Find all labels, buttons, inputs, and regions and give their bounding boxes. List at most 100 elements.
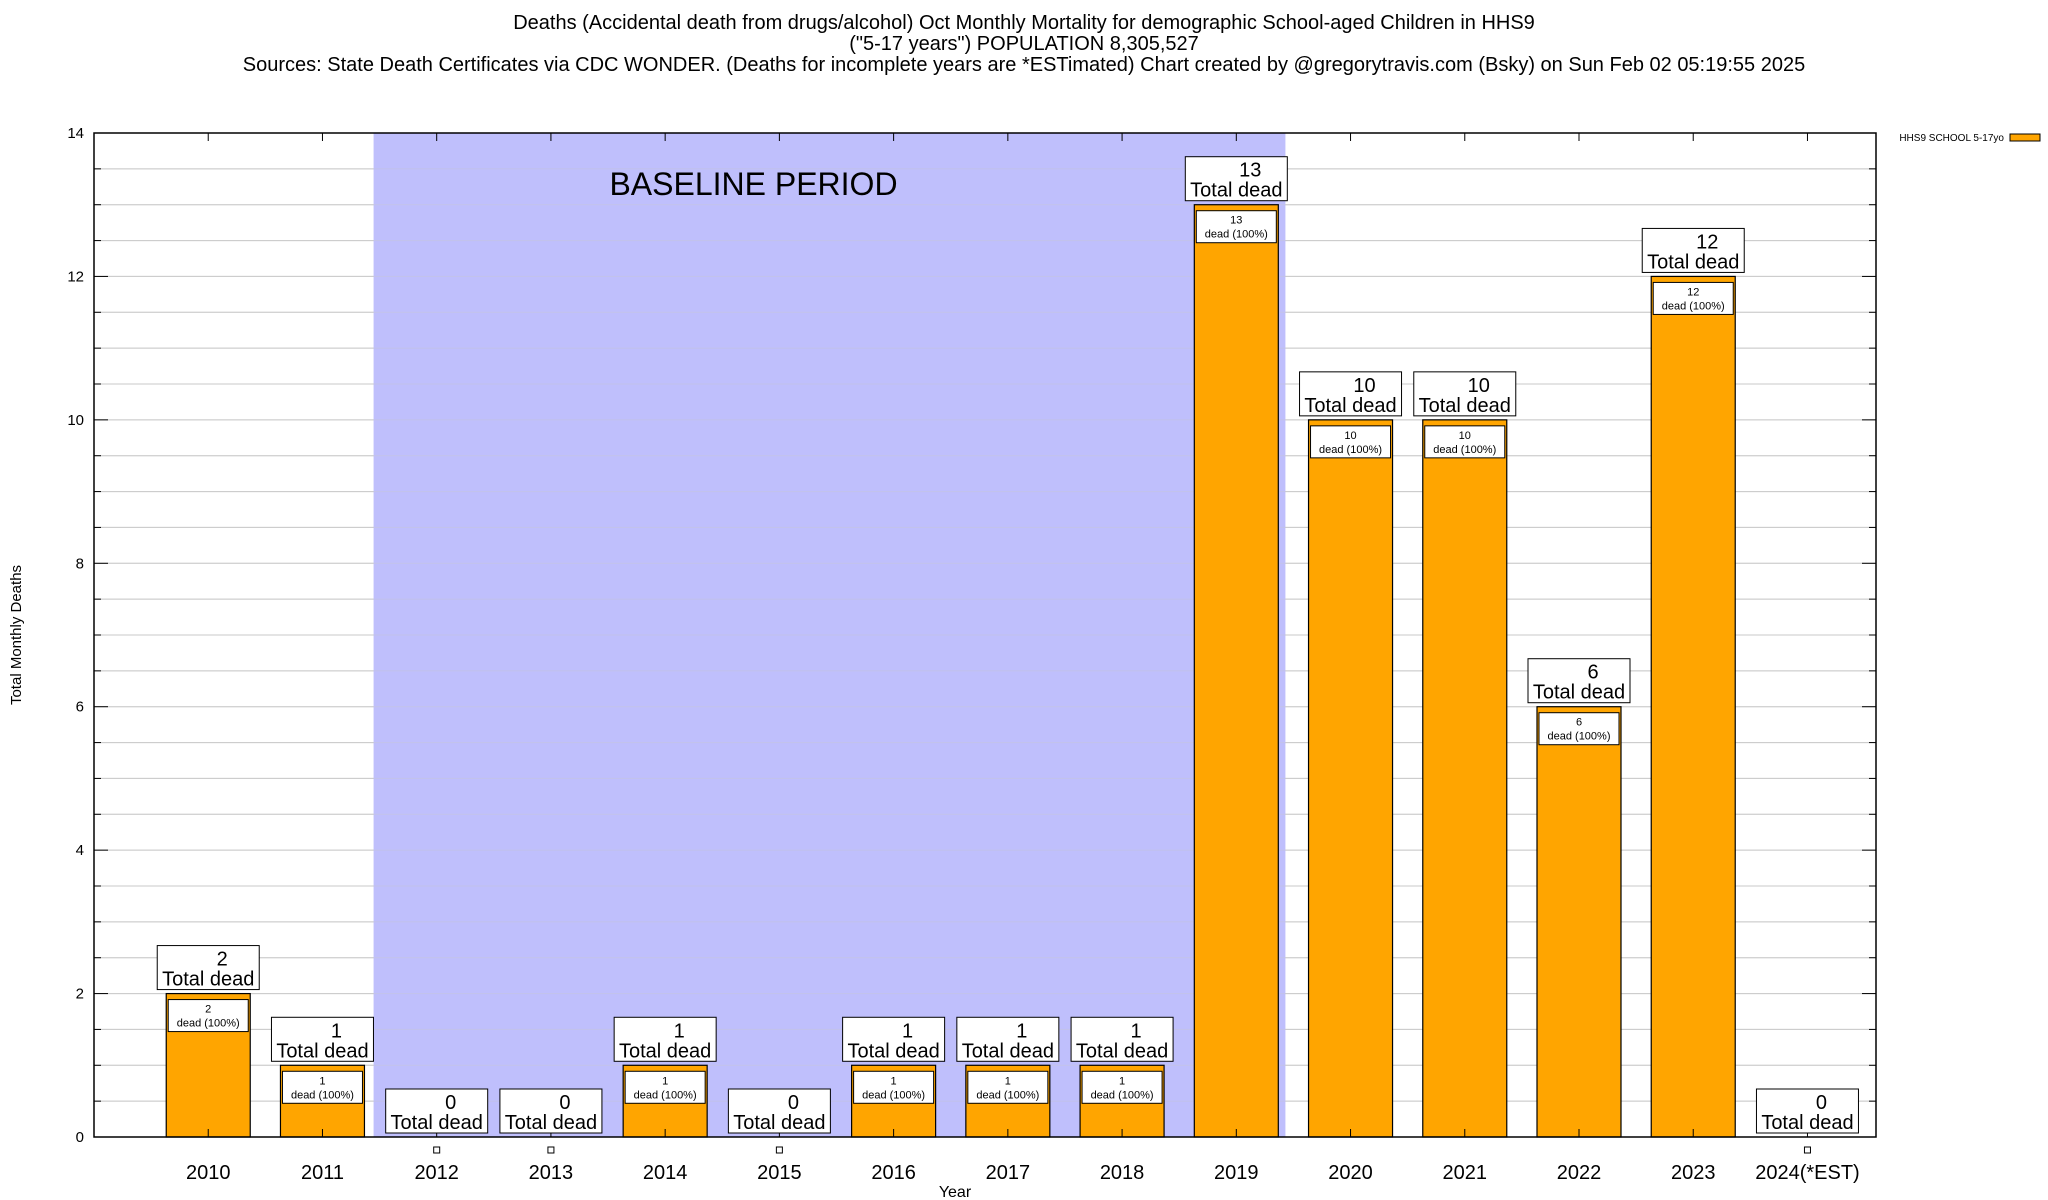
- bar-inner-label: 1 dead (100%): [281, 1070, 363, 1104]
- bar-inner-label-box: [967, 1070, 1049, 1104]
- y-tick-label: 0: [76, 1129, 84, 1146]
- y-tick-label: 14: [67, 125, 84, 142]
- bar-total-label-box: [1070, 1016, 1174, 1062]
- bar-total-text: Total dead: [619, 1040, 711, 1062]
- bar-inner-value: 10: [1344, 430, 1356, 442]
- bar: [1422, 419, 1508, 1138]
- chart-title-line-2: ("5-17 years") POPULATION 8,305,527: [849, 33, 1199, 55]
- bar-inner-value: 1: [1119, 1075, 1125, 1087]
- bar-total-text: Total dead: [1761, 1112, 1853, 1134]
- bar-total-value: 1: [674, 1020, 685, 1042]
- bar-total-value: 13: [1239, 160, 1261, 182]
- bar-total-text: Total dead: [276, 1040, 368, 1062]
- bar-total-label-box: [270, 1016, 374, 1062]
- x-tick-label: 2018: [1100, 1162, 1145, 1184]
- bar-inner-text: dead (100%): [1662, 300, 1725, 312]
- bar-total-label-box: [1299, 371, 1403, 417]
- bar-total-text: Total dead: [505, 1112, 597, 1134]
- bar-inner-value: 12: [1687, 286, 1699, 298]
- x-tick-label: 2022: [1557, 1162, 1602, 1184]
- bar-inner-label-box: [281, 1070, 363, 1104]
- bar-inner-label-box: [1652, 281, 1734, 315]
- bar-total-value: 6: [1587, 662, 1598, 684]
- bar-total-value: 1: [1016, 1020, 1027, 1042]
- baseline-period-label: BASELINE PERIOD: [609, 166, 897, 202]
- bar-total-text: Total dead: [1647, 251, 1739, 273]
- bar: [1536, 706, 1622, 1138]
- y-tick-label: 6: [76, 699, 84, 716]
- bar-total-label-box: [385, 1088, 489, 1134]
- x-tick-label: 2020: [1328, 1162, 1373, 1184]
- bar-total-label-box: [727, 1088, 831, 1134]
- x-tick-label: 2011: [301, 1162, 344, 1184]
- bar-total-label-box: [842, 1016, 946, 1062]
- bar-inner-label-box: [853, 1070, 935, 1104]
- zero-marker: [775, 1146, 783, 1154]
- bar-total-text: Total dead: [847, 1040, 939, 1062]
- zero-marker: [433, 1146, 441, 1154]
- bar-total-text: Total dead: [733, 1112, 825, 1134]
- bar-total-value: 10: [1468, 375, 1490, 397]
- bar-inner-text: dead (100%): [177, 1018, 240, 1030]
- y-tick-label: 10: [67, 412, 84, 429]
- bar-total-value: 1: [331, 1020, 342, 1042]
- x-tick-label: 2021: [1443, 1162, 1488, 1184]
- bar-total-value: 0: [559, 1092, 570, 1114]
- bar-inner-text: dead (100%): [291, 1089, 354, 1101]
- bar: [1193, 204, 1279, 1138]
- bar-inner-label: 1 dead (100%): [853, 1070, 935, 1104]
- y-axis-label: Total Monthly Deaths: [8, 565, 25, 705]
- bar-total-text: Total dead: [391, 1112, 483, 1134]
- bar-total-label-box: [1755, 1088, 1859, 1134]
- bar-inner-label: 1 dead (100%): [967, 1070, 1049, 1104]
- x-axis-label: Year: [939, 1184, 972, 1200]
- bar-total-label-box: [499, 1088, 603, 1134]
- bar-inner-value: 1: [662, 1075, 668, 1087]
- bar-total-value: 1: [1131, 1020, 1142, 1042]
- bar-inner-label: 10 dead (100%): [1310, 425, 1392, 459]
- x-tick-label: 2024(*EST): [1755, 1162, 1860, 1184]
- bar-total-text: Total dead: [1304, 395, 1396, 417]
- bar-total-text: Total dead: [1533, 682, 1625, 704]
- bar-inner-text: dead (100%): [862, 1089, 925, 1101]
- bar-inner-value: 1: [319, 1075, 325, 1087]
- bar-inner-label: 10 dead (100%): [1424, 425, 1506, 459]
- x-tick-label: 2015: [757, 1162, 802, 1184]
- baseline-period: BASELINE PERIOD: [373, 133, 1286, 1137]
- bar-inner-value: 1: [891, 1075, 897, 1087]
- x-tick-label: 2012: [414, 1162, 459, 1184]
- bar-inner-label-box: [1195, 210, 1277, 244]
- bar-inner-label: 1 dead (100%): [1081, 1070, 1163, 1104]
- x-tick-label: 2023: [1671, 1162, 1716, 1184]
- bar-inner-value: 13: [1230, 215, 1242, 227]
- bar-total-value: 10: [1353, 375, 1375, 397]
- bar-inner-text: dead (100%): [976, 1089, 1039, 1101]
- bar-inner-label-box: [1424, 425, 1506, 459]
- bar-inner-label: 2 dead (100%): [167, 999, 249, 1033]
- bar-total-value: 0: [788, 1092, 799, 1114]
- chart-title-line-1: Deaths (Accidental death from drugs/alco…: [513, 12, 1535, 34]
- bar: [1650, 275, 1736, 1138]
- bar-total-label-box: [613, 1016, 717, 1062]
- y-tick-label: 12: [67, 268, 84, 285]
- bar-total-label-box: [956, 1016, 1060, 1062]
- zero-marker: [1803, 1146, 1811, 1154]
- bar-total-label-box: [1527, 658, 1631, 704]
- bar-total-value: 0: [445, 1092, 456, 1114]
